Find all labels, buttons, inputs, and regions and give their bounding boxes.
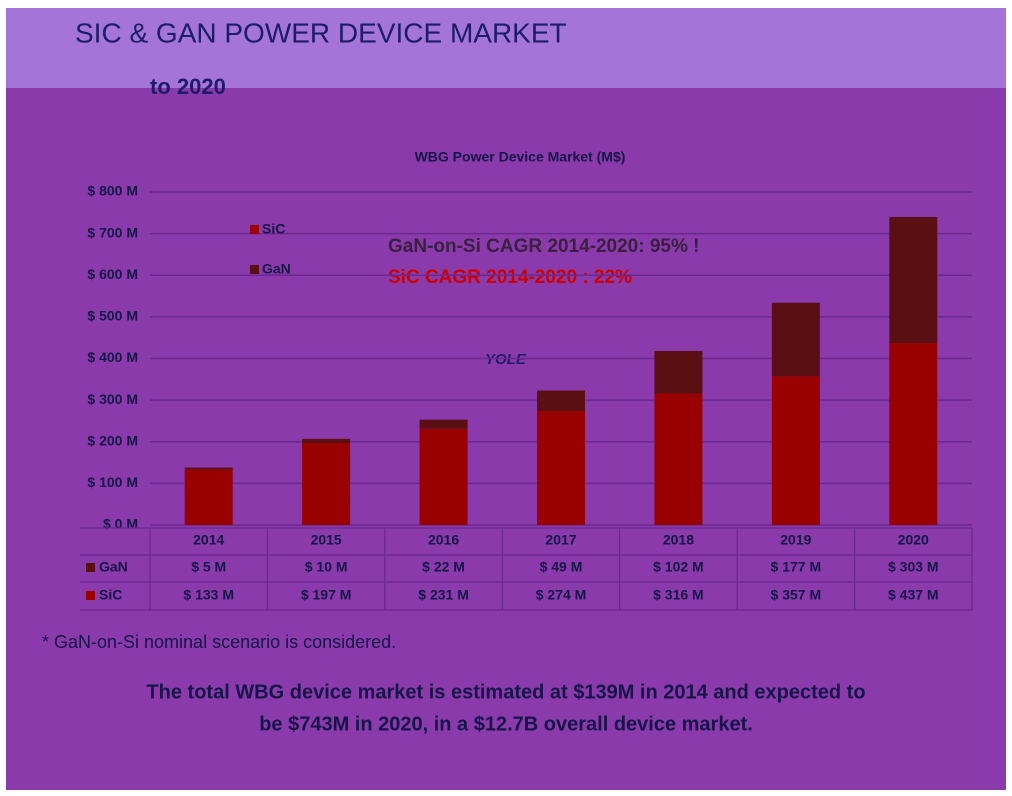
table-swatch [86, 563, 95, 572]
y-tick-label: $ 400 M [87, 349, 138, 365]
value-label: $ 10 M [305, 559, 348, 575]
bar [889, 343, 938, 525]
slide-background [6, 8, 1006, 790]
value-label: $ 49 M [540, 559, 583, 575]
bar [302, 442, 351, 525]
table-row-label: GaN [99, 559, 128, 575]
bar [771, 302, 820, 377]
y-tick-label: $ 100 M [87, 474, 138, 490]
y-tick-label: $ 500 M [87, 308, 138, 324]
y-tick-label: $ 800 M [87, 183, 138, 199]
x-tick-label: 2019 [780, 532, 811, 548]
value-label: $ 303 M [888, 559, 939, 575]
x-tick-label: 2020 [898, 532, 929, 548]
table-swatch [86, 591, 95, 600]
value-label: $ 316 M [653, 587, 704, 603]
bar [184, 469, 233, 525]
value-label: $ 197 M [301, 587, 352, 603]
value-label: $ 133 M [183, 587, 234, 603]
value-label: $ 22 M [422, 559, 465, 575]
value-label: $ 274 M [536, 587, 587, 603]
bar [419, 419, 468, 429]
annotation: GaN-on-Si CAGR 2014-2020: 95% ! [388, 236, 700, 257]
logo: YOLE [485, 351, 527, 368]
value-label: $ 437 M [888, 587, 939, 603]
table-row-label: SiC [99, 587, 122, 603]
bar [419, 428, 468, 525]
x-tick-label: 2015 [311, 532, 342, 548]
y-tick-label: $ 300 M [87, 391, 138, 407]
chart-title: WBG Power Device Market (M$) [415, 149, 626, 165]
bar [302, 438, 351, 443]
bar [537, 410, 585, 525]
y-tick-label: $ 200 M [87, 432, 138, 448]
bar [184, 467, 233, 470]
summary-line: The total WBG device market is estimated… [146, 681, 865, 703]
y-tick-label: $ 0 M [103, 516, 138, 532]
value-label: $ 231 M [418, 587, 469, 603]
bar [771, 376, 820, 525]
annotation: SiC CAGR 2014-2020 : 22% [388, 267, 632, 288]
value-label: $ 5 M [191, 559, 226, 575]
value-label: $ 177 M [771, 559, 822, 575]
bar [654, 351, 703, 394]
summary-line: be $743M in 2020, in a $12.7B overall de… [259, 713, 753, 735]
legend-swatch [250, 225, 259, 234]
y-tick-label: $ 600 M [87, 266, 138, 282]
bar [537, 390, 585, 411]
legend-swatch [250, 265, 259, 274]
title-band [6, 8, 1006, 88]
legend-label: SiC [262, 221, 285, 237]
x-tick-label: 2014 [193, 532, 224, 548]
y-tick-label: $ 700 M [87, 224, 138, 240]
x-tick-label: 2018 [663, 532, 694, 548]
bar [889, 216, 938, 344]
slide-title: SIC & GAN POWER DEVICE MARKET [75, 17, 567, 48]
slide-subtitle: to 2020 [150, 74, 226, 99]
value-label: $ 357 M [771, 587, 822, 603]
x-tick-label: 2017 [545, 532, 576, 548]
footnote: * GaN-on-Si nominal scenario is consider… [42, 632, 396, 652]
value-label: $ 102 M [653, 559, 704, 575]
bar [654, 393, 703, 525]
legend-label: GaN [262, 261, 291, 277]
x-tick-label: 2016 [428, 532, 459, 548]
